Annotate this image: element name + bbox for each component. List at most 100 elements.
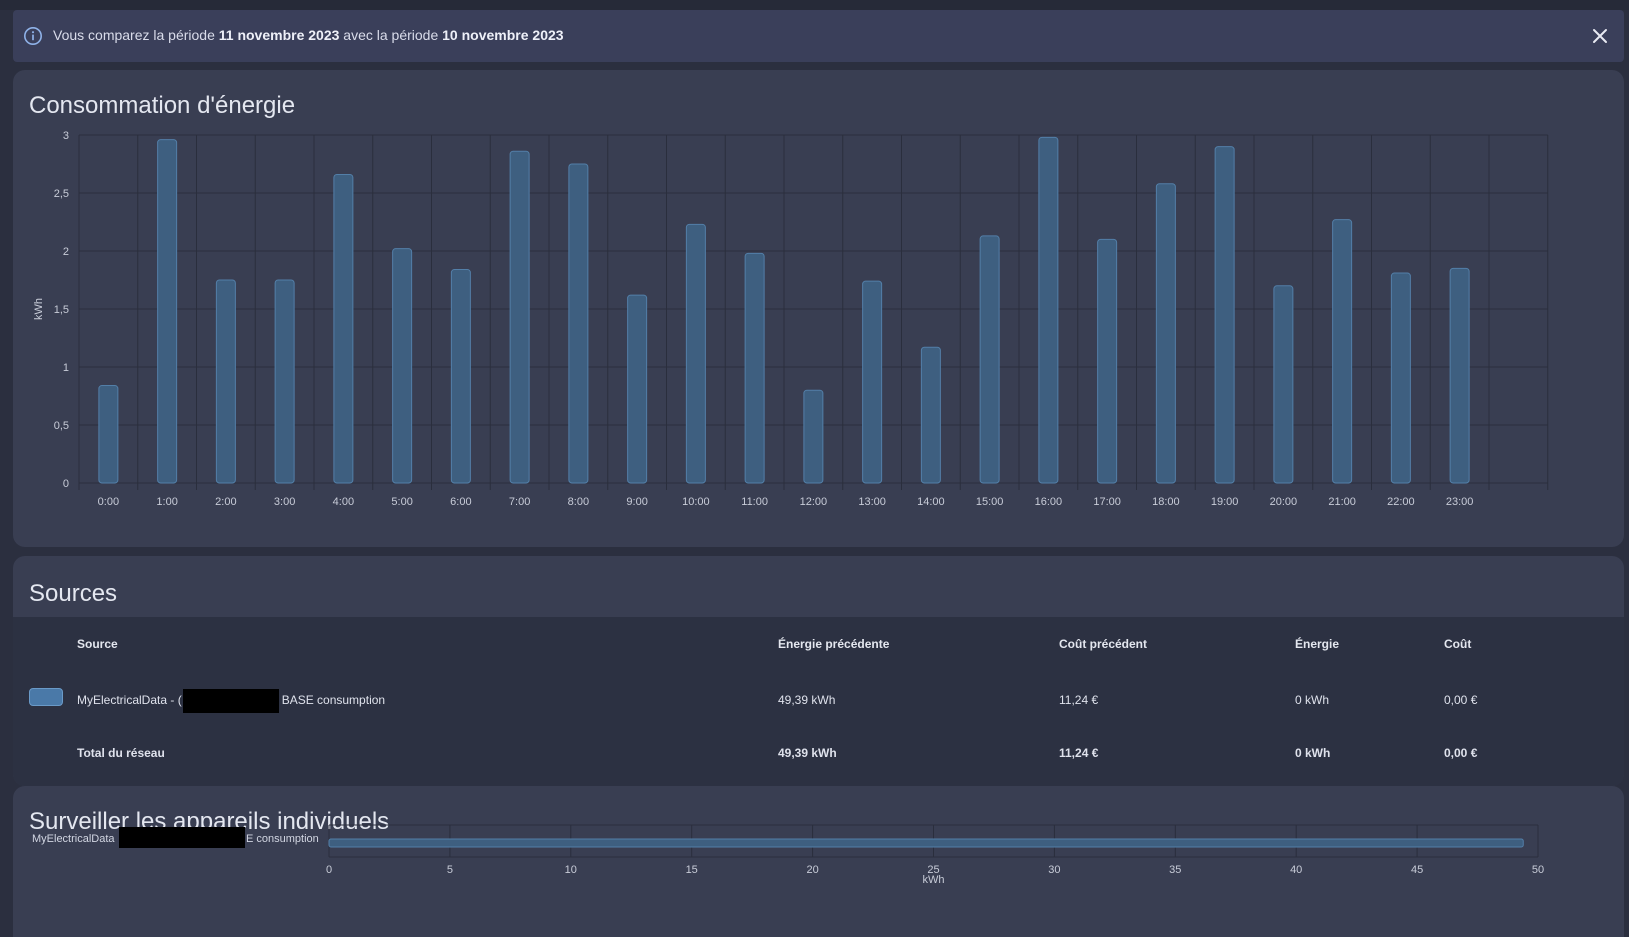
x-tick-label: 16:00 — [1035, 496, 1063, 508]
info-circle-icon — [24, 27, 42, 45]
x-tick-label: 22:00 — [1387, 496, 1415, 508]
header-source[interactable]: Source — [77, 637, 118, 651]
energy-card-title: Consommation d'énergie — [29, 92, 296, 119]
sources-table — [13, 617, 1624, 786]
source-name[interactable]: MyElectricalData - (BASE consumption — [77, 689, 385, 713]
x-tick-label: 11:00 — [741, 496, 768, 508]
energy-bar-chart[interactable]: 0 0,5 1 1,5 2 2,5 3 kWh 0:00 1:00 2:00 3:00 4:00 5:00… — [13, 70, 1624, 547]
sources-card-title: Sources — [29, 580, 118, 607]
x-tick-label: 15 — [686, 864, 698, 876]
comparison-banner: Vous comparez la période 11 novembre 202… — [13, 10, 1624, 62]
bar-300 — [274, 279, 295, 484]
total-energy: 0 kWh — [1295, 746, 1331, 760]
x-tick-label: 12:00 — [800, 496, 828, 508]
y-axis-label: kWh — [33, 298, 45, 320]
x-tick-label: 20 — [806, 864, 818, 876]
y-tick-label: 1,5 — [54, 304, 69, 316]
header-previous-energy[interactable]: Énergie précédente — [778, 637, 890, 651]
redacted-block — [119, 827, 245, 848]
bar-100 — [157, 139, 178, 484]
bar-1800 — [1155, 183, 1176, 484]
y-tick-label: 0 — [63, 478, 69, 490]
bar-800 — [568, 163, 589, 484]
bar-000 — [98, 385, 119, 484]
x-tick-label: 2:00 — [215, 496, 236, 508]
x-tick-label: 7:00 — [509, 496, 530, 508]
bar-600 — [450, 269, 471, 484]
x-tick-label: 45 — [1411, 864, 1423, 876]
bar-400 — [333, 173, 354, 484]
x-tick-label: 0 — [326, 864, 332, 876]
device-bar-chart[interactable]: 0 5 10 15 20 25 30 35 40 45 50 kWh MyElectricalData E… — [13, 786, 1624, 937]
x-axis-label: kWh — [923, 874, 945, 886]
banner-middle: avec la période — [339, 27, 443, 43]
top-strip — [0, 0, 1629, 10]
x-tick-label: 10:00 — [682, 496, 710, 508]
total-previous-energy: 49,39 kWh — [778, 746, 837, 760]
total-cost: 0,00 € — [1444, 746, 1478, 760]
source-energy: 0 kWh — [1295, 693, 1330, 707]
x-tick-label: 18:00 — [1152, 496, 1180, 508]
x-tick-label: 30 — [1048, 864, 1060, 876]
bar-2200 — [1390, 272, 1411, 484]
bar-1300 — [862, 280, 883, 484]
header-previous-cost[interactable]: Coût précédent — [1059, 637, 1148, 651]
bar-1700 — [1097, 238, 1118, 484]
bar-700 — [509, 150, 530, 484]
header-energy[interactable]: Énergie — [1295, 637, 1340, 651]
x-tick-label: 40 — [1290, 864, 1302, 876]
source-cost: 0,00 € — [1444, 693, 1478, 707]
bar-1500 — [979, 235, 1000, 484]
x-tick-label: 17:00 — [1093, 496, 1121, 508]
device-label-suffix: E consumption — [246, 833, 319, 845]
device-bar — [328, 838, 1524, 848]
y-tick-label: 3 — [63, 130, 69, 142]
bar-2000 — [1273, 285, 1294, 484]
device-label: MyElectricalData E consumption — [32, 827, 319, 848]
x-tick-label: 15:00 — [976, 496, 1004, 508]
x-tick-label: 6:00 — [450, 496, 471, 508]
bar-1000 — [685, 223, 706, 484]
bar-2100 — [1332, 219, 1353, 484]
total-label: Total du réseau — [77, 746, 165, 760]
x-tick-label: 19:00 — [1211, 496, 1239, 508]
x-tick-label: 4:00 — [333, 496, 354, 508]
source-color-swatch — [29, 688, 63, 706]
x-tick-label: 13:00 — [858, 496, 886, 508]
bar-900 — [627, 294, 648, 484]
banner-period-1: 11 novembre 2023 — [218, 27, 340, 43]
x-tick-label: 25 — [927, 864, 939, 876]
x-tick-label: 5:00 — [391, 496, 412, 508]
y-tick-label: 0,5 — [54, 420, 69, 432]
comparison-message: Vous comparez la période 11 novembre 202… — [53, 27, 564, 43]
total-previous-cost: 11,24 € — [1059, 746, 1099, 760]
sources-card: Sources Source Énergie précédente Coût p… — [13, 556, 1624, 786]
x-tick-label: 1:00 — [156, 496, 177, 508]
device-label-prefix: MyElectricalData — [32, 833, 115, 845]
x-tick-label: 10 — [565, 864, 577, 876]
source-previous-energy: 49,39 kWh — [778, 693, 836, 707]
redacted-block — [182, 689, 279, 713]
x-tick-label: 23:00 — [1446, 496, 1474, 508]
x-tick-label: 14:00 — [917, 496, 945, 508]
x-tick-label: 35 — [1169, 864, 1181, 876]
x-tick-label: 5 — [447, 864, 453, 876]
source-name-suffix: BASE consumption — [281, 693, 386, 708]
y-tick-label: 1 — [63, 362, 69, 374]
bar-1200 — [803, 389, 824, 484]
energy-consumption-card: Consommation d'énergie 0 0,5 1 1,5 2 2,5 3 kWh 0… — [13, 70, 1624, 547]
x-tick-label: 21:00 — [1328, 496, 1356, 508]
x-tick-label: 0:00 — [98, 496, 119, 508]
bar-2300 — [1449, 267, 1470, 484]
banner-period-2: 10 novembre 2023 — [442, 27, 564, 43]
x-tick-label: 20:00 — [1270, 496, 1298, 508]
x-tick-label: 9:00 — [626, 496, 647, 508]
source-previous-cost: 11,24 € — [1059, 693, 1099, 707]
close-icon[interactable] — [1588, 24, 1612, 48]
y-tick-label: 2 — [63, 246, 69, 258]
bar-1600 — [1038, 136, 1059, 484]
header-cost[interactable]: Coût — [1444, 637, 1472, 651]
x-tick-label: 8:00 — [568, 496, 589, 508]
bar-1400 — [920, 346, 941, 484]
